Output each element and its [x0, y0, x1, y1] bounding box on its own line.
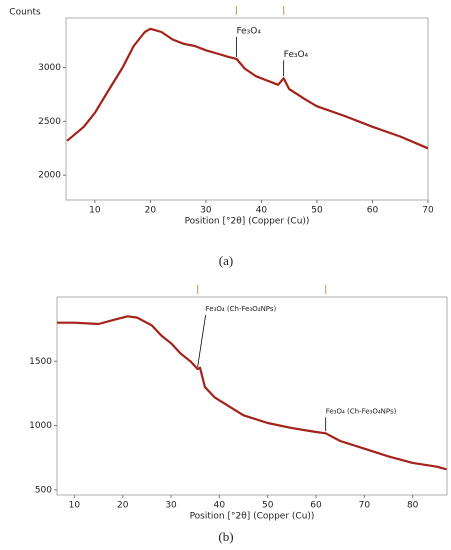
data-line — [66, 27, 429, 150]
x-tick-label: 50 — [262, 501, 274, 511]
x-tick-label: 70 — [359, 501, 371, 511]
annotation-label: Fe₃O₄ — [284, 50, 309, 60]
annotation-label: Fe₃O₄ — [236, 26, 261, 36]
x-axis-label: Position [°2θ] (Copper (Cu)) — [185, 217, 310, 227]
y-tick-label: 1000 — [29, 421, 52, 431]
x-axis-label: Position [°2θ] (Copper (Cu)) — [190, 512, 315, 522]
x-tick-label: 80 — [407, 501, 419, 511]
annotation-label: Fe₃O₄ (Ch-Fe₃O₄NPs) — [206, 305, 277, 313]
x-tick-label: 30 — [200, 206, 212, 216]
caption: (a) — [219, 253, 233, 268]
y-axis-label: Counts — [9, 8, 41, 18]
x-tick-label: 50 — [311, 206, 323, 216]
y-tick-label: 2000 — [38, 171, 61, 181]
x-tick-label: 30 — [165, 501, 177, 511]
x-tick-label: 40 — [214, 501, 226, 511]
x-tick-label: 10 — [89, 206, 101, 216]
x-tick-label: 70 — [422, 206, 434, 216]
data-line — [57, 315, 447, 471]
annotation-arrow — [197, 314, 207, 368]
y-tick-label: 500 — [35, 485, 52, 495]
x-tick-label: 60 — [367, 206, 379, 216]
plot-frame — [65, 17, 429, 201]
x-tick-label: 20 — [117, 501, 129, 511]
caption: (b) — [218, 529, 233, 544]
x-tick-label: 60 — [310, 501, 322, 511]
y-tick-label: 1500 — [29, 357, 52, 367]
y-tick-label: 2500 — [38, 117, 61, 127]
plot-frame — [56, 296, 448, 496]
x-tick-label: 20 — [145, 206, 157, 216]
annotation-label: Fe₃O₄ (Ch-Fe₃O₄NPs) — [326, 407, 397, 415]
y-tick-label: 3000 — [38, 63, 61, 73]
x-tick-label: 10 — [69, 501, 81, 511]
x-tick-label: 40 — [256, 206, 268, 216]
